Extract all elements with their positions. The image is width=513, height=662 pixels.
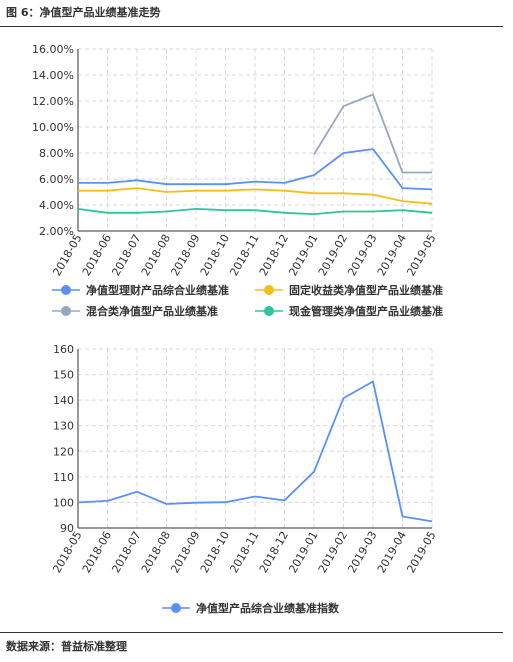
y-tick-label: 2.00% bbox=[39, 225, 74, 238]
x-tick-label: 2019-05 bbox=[404, 529, 438, 575]
legend-label: 净值型产品综合业绩基准指数 bbox=[196, 601, 340, 615]
legend-label: 固定收益类净值型产品业绩基准 bbox=[289, 283, 443, 297]
legend-marker bbox=[61, 285, 71, 295]
legend-marker bbox=[171, 603, 181, 613]
y-tick-label: 90 bbox=[60, 522, 74, 535]
y-tick-label: 10.00% bbox=[32, 121, 74, 134]
legend-label: 现金管理类净值型产品业绩基准 bbox=[289, 304, 443, 318]
legend-marker bbox=[61, 306, 71, 316]
y-tick-label: 6.00% bbox=[39, 173, 74, 186]
bottom-rule bbox=[0, 632, 503, 633]
y-tick-label: 140 bbox=[53, 394, 74, 407]
legend-label: 净值型理财产品综合业绩基准 bbox=[86, 283, 229, 297]
y-tick-label: 14.00% bbox=[32, 69, 74, 82]
series-line-1 bbox=[78, 148, 433, 191]
series-line-4 bbox=[77, 208, 433, 215]
y-tick-label: 130 bbox=[53, 420, 74, 433]
legend-marker bbox=[264, 285, 274, 295]
y-tick-label: 160 bbox=[53, 343, 74, 356]
y-tick-label: 110 bbox=[53, 471, 74, 484]
figure-title: 图 6：净值型产品业绩基准走势 bbox=[6, 6, 161, 19]
source-note: 数据来源：普益标准整理 bbox=[6, 640, 127, 653]
y-tick-label: 8.00% bbox=[39, 147, 74, 160]
y-tick-label: 150 bbox=[53, 369, 74, 382]
legend-label: 混合类净值型产品业绩基准 bbox=[86, 304, 218, 318]
y-tick-label: 16.00% bbox=[32, 43, 74, 56]
y-tick-label: 4.00% bbox=[39, 199, 74, 212]
y-tick-label: 120 bbox=[53, 445, 74, 458]
top-rule bbox=[0, 26, 503, 27]
y-tick-label: 12.00% bbox=[32, 95, 74, 108]
benchmark-rate-chart: 2.00% 4.00% 6.00% 8.00% 10.00% 12.00% 14.00% 16… bbox=[32, 43, 443, 318]
x-tick-label: 2019-05 bbox=[404, 232, 438, 278]
series-line-2 bbox=[78, 187, 433, 205]
legend-marker bbox=[264, 306, 274, 316]
series-line-1 bbox=[77, 380, 433, 523]
series-line-3 bbox=[313, 93, 432, 174]
benchmark-index-chart: 901001101201301401501602018-052018-06201… bbox=[50, 343, 438, 615]
y-tick-label: 100 bbox=[53, 496, 74, 509]
